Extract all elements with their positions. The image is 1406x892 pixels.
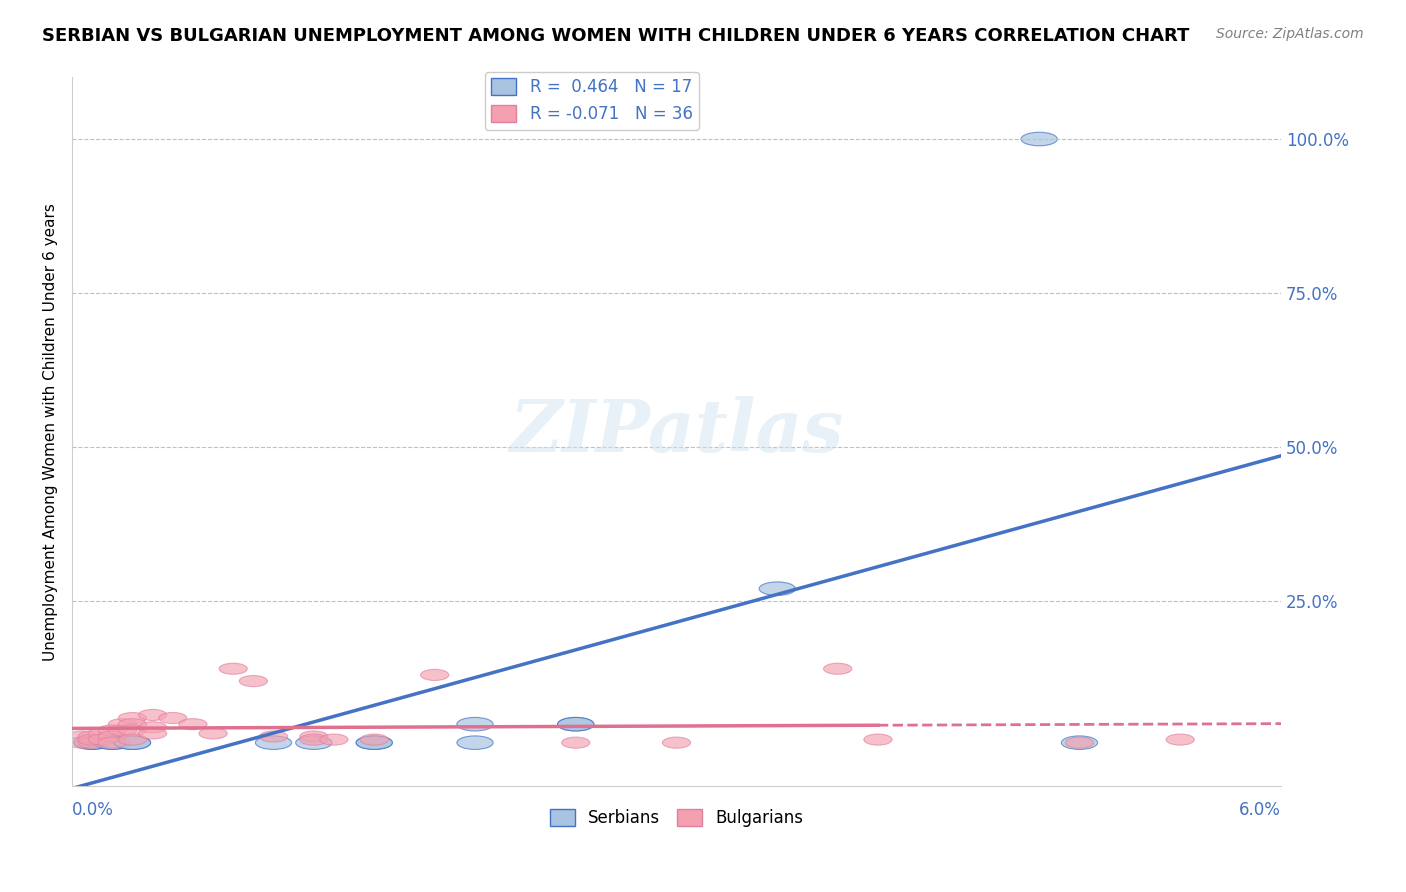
Ellipse shape [256,736,291,749]
Ellipse shape [299,734,328,745]
Ellipse shape [114,736,150,749]
Ellipse shape [759,582,796,596]
Ellipse shape [420,669,449,681]
Ellipse shape [89,728,117,739]
Ellipse shape [259,731,288,742]
Ellipse shape [118,725,146,736]
Ellipse shape [662,737,690,748]
Ellipse shape [139,728,167,739]
Ellipse shape [75,736,110,749]
Ellipse shape [67,731,96,742]
Text: Source: ZipAtlas.com: Source: ZipAtlas.com [1216,27,1364,41]
Ellipse shape [219,664,247,674]
Ellipse shape [94,736,131,749]
Ellipse shape [79,734,107,745]
Ellipse shape [824,664,852,674]
Ellipse shape [1066,737,1094,748]
Text: 0.0%: 0.0% [72,801,114,819]
Ellipse shape [1062,736,1098,749]
Ellipse shape [118,734,146,745]
Legend: Serbians, Bulgarians: Serbians, Bulgarians [543,803,810,834]
Ellipse shape [198,728,228,739]
Ellipse shape [75,736,110,749]
Ellipse shape [558,717,593,731]
Ellipse shape [118,719,146,730]
Ellipse shape [94,736,131,749]
Ellipse shape [179,719,207,730]
Ellipse shape [457,717,494,731]
Ellipse shape [67,737,96,748]
Ellipse shape [98,725,127,736]
Ellipse shape [558,717,593,731]
Ellipse shape [295,736,332,749]
Text: ZIPatlas: ZIPatlas [509,396,844,467]
Ellipse shape [1166,734,1194,745]
Ellipse shape [98,737,127,748]
Ellipse shape [139,722,167,733]
Ellipse shape [356,736,392,749]
Text: 6.0%: 6.0% [1239,801,1281,819]
Ellipse shape [360,734,388,745]
Ellipse shape [561,737,591,748]
Ellipse shape [79,731,107,742]
Ellipse shape [139,709,167,721]
Ellipse shape [159,713,187,723]
Ellipse shape [239,675,267,687]
Ellipse shape [108,725,136,736]
Ellipse shape [89,734,117,745]
Text: SERBIAN VS BULGARIAN UNEMPLOYMENT AMONG WOMEN WITH CHILDREN UNDER 6 YEARS CORREL: SERBIAN VS BULGARIAN UNEMPLOYMENT AMONG … [42,27,1189,45]
Ellipse shape [114,736,150,749]
Ellipse shape [98,731,127,742]
Ellipse shape [319,734,349,745]
Ellipse shape [79,737,107,748]
Ellipse shape [108,719,136,730]
Ellipse shape [299,731,328,742]
Ellipse shape [1021,132,1057,145]
Ellipse shape [457,736,494,749]
Ellipse shape [356,736,392,749]
Ellipse shape [118,713,146,723]
Y-axis label: Unemployment Among Women with Children Under 6 years: Unemployment Among Women with Children U… [44,202,58,661]
Ellipse shape [863,734,891,745]
